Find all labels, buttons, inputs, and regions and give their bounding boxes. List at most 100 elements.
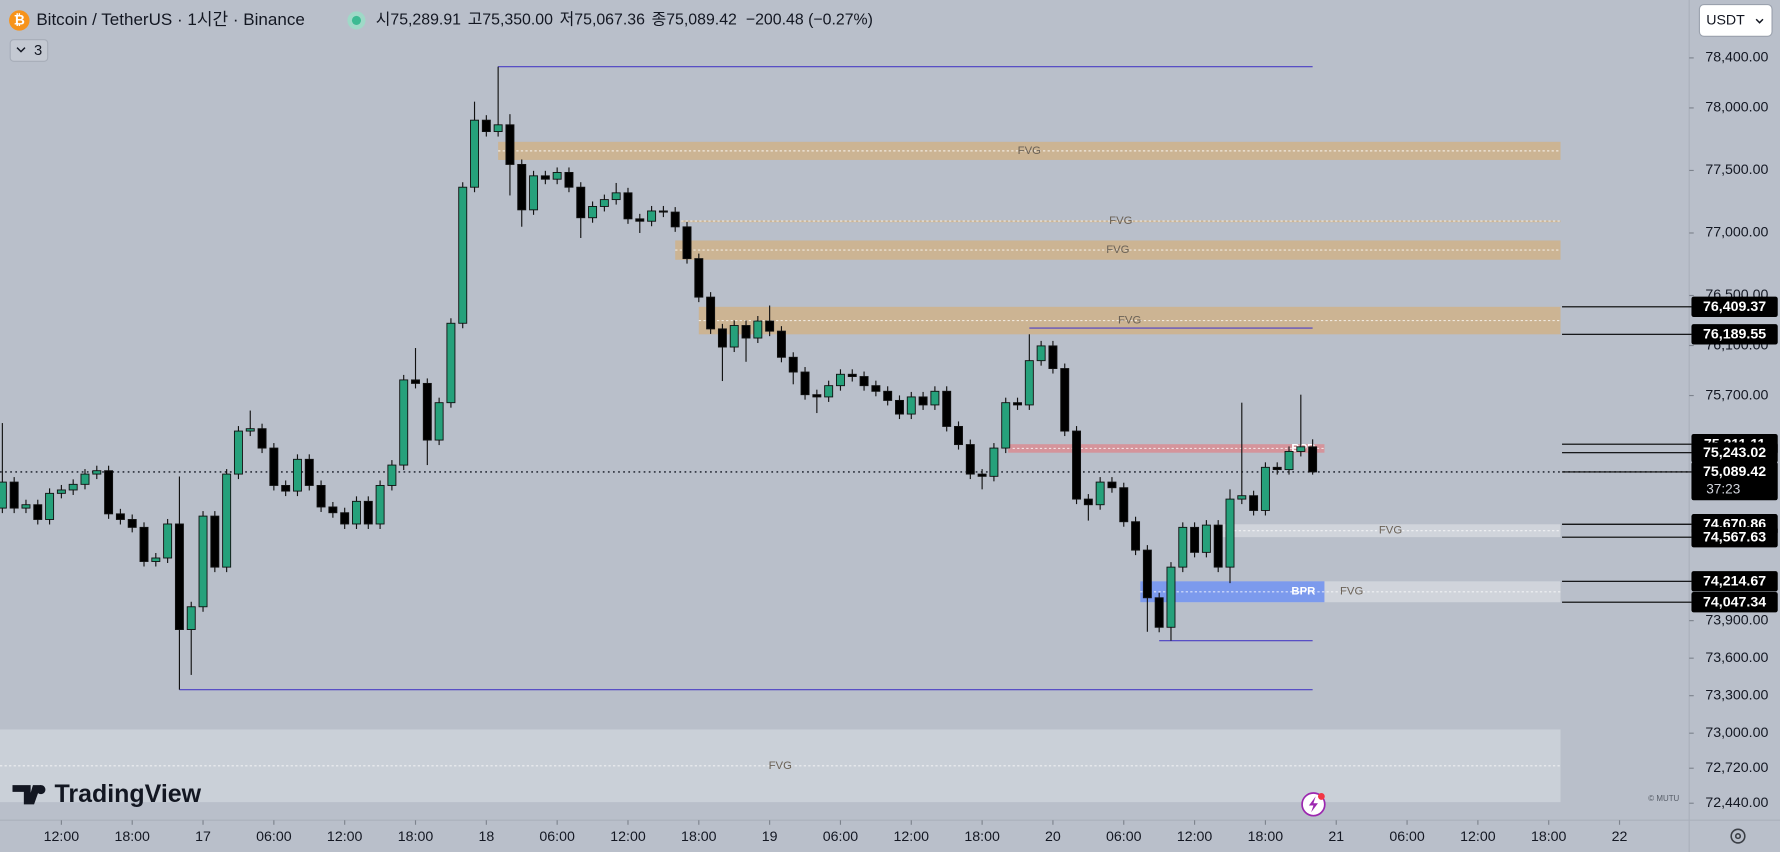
- candle-body: [1225, 498, 1235, 568]
- tv-logo: [12, 785, 46, 805]
- candle-body: [1308, 446, 1318, 473]
- candle-body: [304, 458, 314, 486]
- candle-body: [1296, 446, 1306, 452]
- candle-body: [1013, 402, 1022, 406]
- chevron-icon: [16, 47, 26, 53]
- ohlc-label: 종: [652, 12, 667, 29]
- candle-body: [1249, 495, 1259, 511]
- candle-body: [434, 402, 444, 441]
- x-tick-label: 21: [1328, 829, 1344, 845]
- toolbar-icons: [1301, 792, 1746, 844]
- candle-body: [1072, 430, 1082, 500]
- candle-body: [210, 515, 220, 568]
- candle-body: [222, 473, 232, 568]
- candle-body: [529, 175, 539, 211]
- candle-body: [1119, 487, 1129, 523]
- x-tick-label: 19: [762, 829, 778, 845]
- candle-body: [1154, 597, 1164, 628]
- candle-body: [552, 171, 562, 180]
- x-tick-label: 12:00: [1177, 829, 1213, 845]
- zone-label: FVG: [1109, 215, 1132, 227]
- ohlc-value: 75,350.00: [482, 12, 553, 29]
- candle-body: [1131, 521, 1141, 551]
- candle-body: [635, 218, 645, 222]
- candle-body: [753, 320, 763, 339]
- candle-body: [1190, 526, 1200, 553]
- candle-body: [115, 513, 125, 520]
- indicator-toggle[interactable]: [9, 39, 49, 62]
- candle-body: [540, 175, 550, 180]
- candle-body: [1213, 524, 1223, 568]
- y-tick-label: 77,000.00: [1705, 225, 1768, 241]
- candle-body: [942, 390, 952, 427]
- currency-select[interactable]: [1698, 3, 1773, 37]
- candle-body: [505, 124, 515, 165]
- price-tag-label: 74,567.63: [1703, 529, 1766, 545]
- candle-body: [163, 523, 173, 559]
- candle-body: [56, 489, 66, 494]
- candle-body: [812, 394, 822, 398]
- zone-label: FVG: [1106, 244, 1129, 256]
- x-tick-label: 18:00: [1531, 829, 1567, 845]
- candle-body: [930, 390, 940, 406]
- ohlc-value: 75,289.91: [390, 12, 461, 29]
- candle-body: [824, 385, 834, 398]
- candle-body: [174, 523, 184, 630]
- bitcoin-icon: [9, 10, 30, 31]
- y-tick-label: 75,700.00: [1705, 387, 1768, 403]
- y-tick-label: 78,400.00: [1705, 50, 1768, 66]
- candle-body: [363, 500, 373, 525]
- candle-body: [517, 163, 527, 211]
- bitcoin-icon-glyph: ₿: [14, 13, 25, 28]
- price-tag: [1691, 592, 1778, 613]
- candle-body: [1048, 345, 1058, 369]
- candle-body: [1142, 549, 1152, 599]
- candle-body: [906, 396, 916, 415]
- x-tick-label: 18:00: [964, 829, 1000, 845]
- x-tick-label: 22: [1612, 829, 1628, 845]
- candle-body: [281, 485, 291, 492]
- zone-label: FVG: [1018, 145, 1041, 157]
- candle-body: [694, 258, 704, 298]
- candle-body: [0, 481, 7, 509]
- candle-body: [717, 328, 727, 348]
- candle-body: [859, 376, 869, 387]
- candle-body: [1201, 524, 1211, 553]
- watermark-text: TradingView: [54, 780, 201, 808]
- candle-body: [599, 199, 609, 207]
- market-status-dot: [351, 15, 361, 25]
- candle-body: [871, 385, 881, 392]
- ohlc-legend: 시75,289.91 고75,350.00 저75,067.36 종75,089…: [376, 11, 873, 29]
- candle-body: [729, 325, 739, 348]
- candle-body: [1237, 495, 1247, 500]
- candle-body: [340, 512, 350, 525]
- currency-label: USDT: [1706, 13, 1745, 29]
- candle-body: [1178, 526, 1188, 568]
- symbol-title[interactable]: Bitcoin / TetherUS · 1시간 · Binance: [36, 10, 304, 29]
- x-tick-label: 12:00: [610, 829, 646, 845]
- price-tag: [1691, 461, 1778, 501]
- candle-body: [21, 504, 31, 509]
- price-tag-label: 76,409.37: [1703, 299, 1766, 315]
- candle-body: [399, 379, 409, 466]
- candle-body: [139, 526, 149, 562]
- candle-body: [1036, 345, 1046, 362]
- candle-body: [1060, 368, 1070, 432]
- candle-body: [741, 325, 751, 339]
- y-tick-label: 78,000.00: [1705, 100, 1768, 116]
- x-tick-label: 06:00: [539, 829, 575, 845]
- candle-body: [292, 458, 302, 492]
- zone-label: BPR: [1291, 586, 1315, 598]
- candle-body: [611, 192, 621, 201]
- x-tick-label: 12:00: [1460, 829, 1496, 845]
- zone: [498, 141, 1561, 160]
- candle-body: [33, 504, 43, 520]
- candle-body: [127, 519, 137, 528]
- ohlc-value: 75,067.36: [574, 12, 645, 29]
- candle-body: [245, 428, 255, 432]
- candle-body: [470, 119, 479, 188]
- settings-button[interactable]: [1730, 828, 1746, 844]
- ohlc-label: 저: [560, 11, 575, 29]
- candle-body: [198, 515, 208, 608]
